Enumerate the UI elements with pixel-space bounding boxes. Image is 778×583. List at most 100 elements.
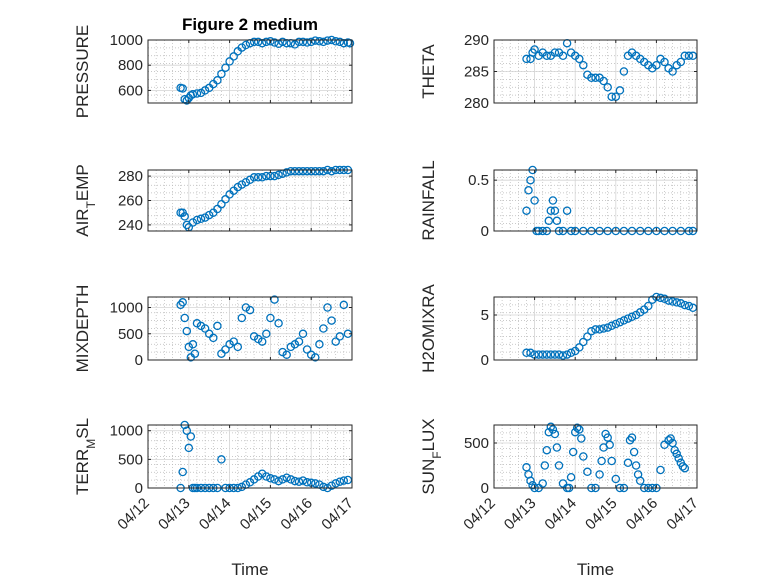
data-point (678, 462, 688, 471)
data-point (591, 73, 600, 83)
data-point (290, 166, 300, 176)
data-point (217, 455, 226, 464)
data-point (611, 474, 621, 484)
y-axis-label: H2OMIXRA (419, 283, 438, 372)
data-point (550, 48, 560, 57)
data-point (262, 171, 271, 181)
data-point (237, 180, 247, 189)
data-point (550, 429, 560, 439)
x-tick-label: 04/17 (318, 495, 357, 534)
data-point (182, 96, 192, 105)
y-tick-label: 280 (118, 168, 143, 185)
y-axis-label: MIXDEPTH (73, 285, 92, 373)
y-tick-label: 240 (118, 217, 143, 234)
axes-left-2: 240 260 280 AIRTEMP (73, 164, 353, 237)
data-point (579, 452, 588, 461)
data-point (298, 166, 308, 176)
data-point (550, 350, 560, 359)
y-tick-label: 1000 (110, 300, 143, 317)
data-point (311, 479, 320, 488)
data-point (566, 348, 576, 358)
x-tick-label: 04/13 (501, 495, 540, 534)
data-point (668, 297, 677, 306)
data-point (178, 467, 187, 477)
data-point (522, 54, 531, 64)
data-point (339, 476, 349, 485)
data-point (660, 57, 669, 67)
data-point (294, 166, 304, 176)
data-point (623, 458, 633, 468)
data-point (188, 340, 198, 349)
y-tick-label: 0 (481, 480, 489, 497)
data-point (249, 37, 259, 47)
data-point (213, 76, 222, 85)
data-point (674, 454, 683, 463)
data-point (266, 37, 275, 46)
data-point (319, 324, 328, 333)
data-point (180, 212, 189, 221)
axes-left-3: 0 500 1000 MIXDEPTH (73, 285, 353, 373)
data-point (182, 326, 192, 336)
y-tick-label: 5 (481, 307, 489, 324)
data-point (526, 348, 535, 358)
x-tick-label: 04/12 (460, 495, 499, 534)
data-point (306, 166, 316, 176)
y-tick-label: 500 (464, 435, 489, 452)
data-point (524, 186, 533, 195)
data-point (631, 461, 641, 470)
data-point (623, 314, 633, 323)
data-point (249, 173, 259, 182)
data-point (335, 477, 345, 486)
data-point (540, 461, 550, 470)
data-point (538, 350, 547, 359)
data-point (294, 337, 304, 346)
data-point (572, 423, 582, 432)
data-point (298, 329, 308, 339)
axes-left-1: 600 800 1000 PRESSURE (73, 25, 355, 118)
data-point (615, 86, 625, 95)
data-point (546, 206, 556, 215)
x-tick-label: 04/16 (277, 495, 316, 534)
data-point (611, 319, 621, 329)
axes-box (493, 424, 698, 489)
axes-box (147, 424, 353, 489)
data-point (603, 83, 612, 92)
data-point (327, 166, 336, 176)
data-point (522, 348, 531, 358)
data-point (274, 319, 283, 328)
data-point (552, 443, 562, 452)
y-axis-label: THETA (419, 44, 438, 99)
data-point (558, 351, 568, 360)
data-point (530, 45, 539, 54)
data-point (607, 92, 616, 101)
figure-title: Figure 2 medium (182, 15, 318, 34)
data-point (603, 323, 612, 332)
data-point (286, 475, 296, 484)
data-point (684, 301, 694, 311)
data-point (607, 456, 616, 466)
data-point (575, 425, 584, 434)
data-point (599, 324, 608, 333)
data-point (542, 350, 552, 359)
data-point (562, 206, 572, 215)
data-point (204, 210, 214, 220)
axes-left-4: 0 500 1000 TERRMSL 04/12 04/13 04/14 04/15 04/16… (73, 418, 357, 579)
data-point (237, 313, 247, 323)
data-point (522, 206, 531, 215)
data-point (200, 324, 210, 333)
x-axis-label: Time (577, 560, 614, 579)
data-point (270, 171, 279, 181)
data-point (666, 434, 675, 443)
data-point (595, 325, 604, 334)
data-point (335, 37, 345, 47)
data-point (530, 196, 539, 205)
axes-right-2: 0 0.5 RAINFALL (419, 160, 698, 241)
data-point (176, 300, 185, 310)
axes-box (493, 296, 698, 361)
data-point (615, 317, 625, 327)
data-point (262, 472, 271, 481)
y-tick-label: 290 (464, 32, 489, 49)
x-axis-label: Time (231, 560, 268, 579)
data-point (319, 482, 328, 492)
data-point (290, 476, 300, 486)
